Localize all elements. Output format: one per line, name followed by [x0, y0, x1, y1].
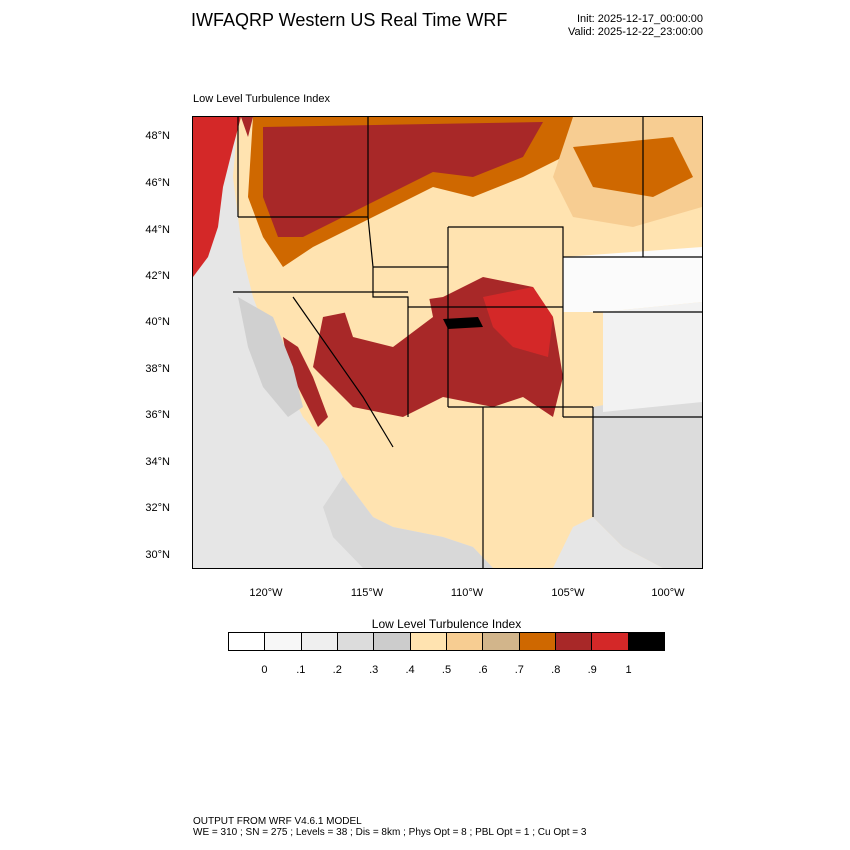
colorbar-swatch — [628, 633, 664, 650]
model-version: OUTPUT FROM WRF V4.6.1 MODEL — [193, 816, 362, 827]
valid-time: Valid: 2025-12-22_23:00:00 — [568, 26, 703, 38]
colorbar-tick-label: 1 — [625, 664, 632, 676]
colorbar-tick-label: .8 — [551, 664, 561, 676]
southwest-region — [323, 477, 493, 568]
init-time: Init: 2025-12-17_00:00:00 — [577, 13, 703, 25]
colorbar-swatch — [446, 633, 484, 650]
colorbar-tick-label: 0 — [261, 664, 268, 676]
lat-label: 38°N — [145, 363, 170, 375]
colorbar-title: Low Level Turbulence Index — [371, 617, 522, 631]
model-config: WE = 310 ; SN = 275 ; Levels = 38 ; Dis … — [193, 827, 587, 838]
lat-label: 40°N — [145, 316, 170, 328]
colorbar-tick-label: .4 — [405, 664, 415, 676]
plot-title: Low Level Turbulence Index — [193, 93, 330, 105]
pacific-high-region — [193, 117, 241, 277]
lat-axis: 48°N 46°N 44°N 42°N 40°N 38°N 36°N 34°N … — [130, 0, 190, 600]
colorbar-swatch — [555, 633, 593, 650]
lat-label: 48°N — [145, 130, 170, 142]
lon-label: 120°W — [249, 587, 283, 599]
colorbar-swatch — [483, 633, 520, 650]
lon-label: 115°W — [350, 587, 384, 599]
plains-region — [593, 387, 702, 568]
colorbar-tick-label: .6 — [478, 664, 488, 676]
montana-orange — [573, 137, 693, 197]
lat-label: 44°N — [145, 224, 170, 236]
great-salt-lake — [443, 317, 483, 329]
lon-label: 100°W — [651, 587, 685, 599]
kansas-region — [603, 302, 702, 412]
colorbar-swatch — [229, 633, 266, 650]
lon-label: 110°W — [450, 587, 484, 599]
colorbar-swatch — [337, 633, 375, 650]
colorbar-swatch — [301, 633, 338, 650]
colorbar-tick-label: .7 — [514, 664, 524, 676]
colorbar — [228, 632, 665, 651]
lat-label: 34°N — [145, 456, 170, 468]
lat-label: 42°N — [145, 270, 170, 282]
nebraska-region — [563, 247, 702, 312]
colorbar-swatch — [519, 633, 556, 650]
colorbar-tick-label: .1 — [296, 664, 306, 676]
state-borders — [233, 117, 702, 568]
model-info: OUTPUT FROM WRF V4.6.1 MODEL WE = 310 ; … — [193, 816, 586, 838]
colorbar-tick-label: .2 — [332, 664, 342, 676]
run-times: Init: 2025-12-17_00:00:00 Valid: 2025-12… — [540, 13, 703, 39]
colorbar-swatch — [374, 633, 411, 650]
lat-label: 32°N — [145, 502, 170, 514]
pacific-band — [193, 117, 253, 137]
california-valley — [238, 297, 303, 417]
turbulence-map — [192, 116, 703, 569]
map-canvas — [193, 117, 702, 568]
page-title: IWFAQRP Western US Real Time WRF — [191, 10, 508, 30]
colorbar-swatch — [265, 633, 302, 650]
northern-rockies-core — [263, 122, 543, 237]
lat-label: 36°N — [145, 409, 170, 421]
colorbar-tick-label: .5 — [441, 664, 452, 676]
colorbar-tick-label: .3 — [369, 664, 379, 676]
colorbar-swatch — [410, 633, 447, 650]
colorbar-swatch — [592, 633, 629, 650]
lat-label: 46°N — [145, 177, 170, 189]
lon-label: 105°W — [551, 587, 585, 599]
lat-label: 30°N — [145, 549, 170, 561]
colorado-core — [483, 287, 553, 357]
sierra-nevada — [283, 337, 328, 427]
colorbar-tick-label: .9 — [587, 664, 597, 676]
